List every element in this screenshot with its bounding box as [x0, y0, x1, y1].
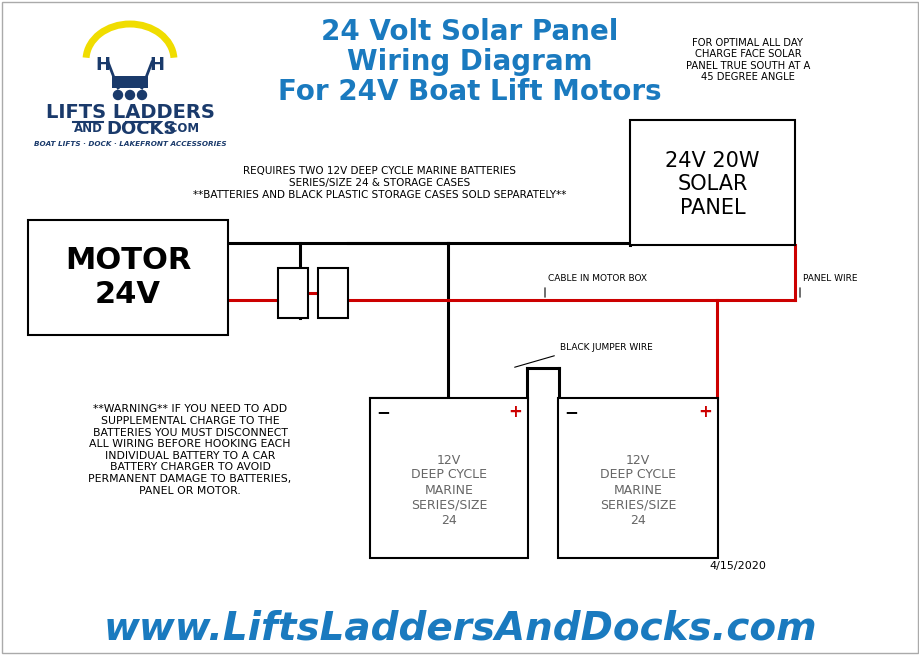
- Text: Wiring Diagram: Wiring Diagram: [346, 48, 592, 76]
- Circle shape: [137, 90, 146, 100]
- Text: .COM: .COM: [165, 122, 199, 136]
- Text: −: −: [563, 403, 577, 421]
- Text: 12V
DEEP CYCLE
MARINE
SERIES/SIZE
24: 12V DEEP CYCLE MARINE SERIES/SIZE 24: [599, 453, 675, 527]
- Text: www.LiftsLaddersAndDocks.com: www.LiftsLaddersAndDocks.com: [103, 609, 816, 647]
- Text: 4/15/2020: 4/15/2020: [709, 561, 766, 571]
- Text: 24V 20W
SOLAR
PANEL: 24V 20W SOLAR PANEL: [664, 151, 759, 217]
- Text: CABLE IN MOTOR BOX: CABLE IN MOTOR BOX: [548, 274, 646, 283]
- Bar: [630, 120, 794, 245]
- Text: +: +: [507, 403, 521, 421]
- Circle shape: [125, 90, 134, 100]
- Circle shape: [113, 90, 122, 100]
- Text: For 24V Boat Lift Motors: For 24V Boat Lift Motors: [278, 78, 661, 106]
- Bar: [278, 268, 308, 318]
- Text: PANEL WIRE: PANEL WIRE: [802, 274, 857, 283]
- Bar: [558, 398, 717, 558]
- Text: H: H: [96, 56, 110, 74]
- Bar: [369, 398, 528, 558]
- Text: DOCKS: DOCKS: [107, 120, 177, 138]
- Bar: [28, 220, 228, 335]
- Text: LIFTS LADDERS: LIFTS LADDERS: [46, 102, 214, 121]
- Text: BLACK JUMPER WIRE: BLACK JUMPER WIRE: [560, 343, 652, 352]
- Text: 12V
DEEP CYCLE
MARINE
SERIES/SIZE
24: 12V DEEP CYCLE MARINE SERIES/SIZE 24: [411, 453, 487, 527]
- Text: 24 Volt Solar Panel: 24 Volt Solar Panel: [321, 18, 618, 46]
- Text: MOTOR
24V: MOTOR 24V: [64, 246, 191, 309]
- Text: BOAT LIFTS · DOCK · LAKEFRONT ACCESSORIES: BOAT LIFTS · DOCK · LAKEFRONT ACCESSORIE…: [34, 141, 226, 147]
- Text: AND: AND: [74, 122, 102, 136]
- Bar: [112, 76, 148, 88]
- Text: **WARNING** IF YOU NEED TO ADD
SUPPLEMENTAL CHARGE TO THE
BATTERIES YOU MUST DIS: **WARNING** IF YOU NEED TO ADD SUPPLEMEN…: [88, 404, 291, 496]
- Text: +: +: [698, 403, 711, 421]
- Text: REQUIRES TWO 12V DEEP CYCLE MARINE BATTERIES
SERIES/SIZE 24 & STORAGE CASES
**BA: REQUIRES TWO 12V DEEP CYCLE MARINE BATTE…: [193, 166, 566, 200]
- Bar: [318, 268, 347, 318]
- Text: FOR OPTIMAL ALL DAY
CHARGE FACE SOLAR
PANEL TRUE SOUTH AT A
45 DEGREE ANGLE: FOR OPTIMAL ALL DAY CHARGE FACE SOLAR PA…: [685, 37, 810, 83]
- Text: H: H: [149, 56, 165, 74]
- Text: −: −: [376, 403, 390, 421]
